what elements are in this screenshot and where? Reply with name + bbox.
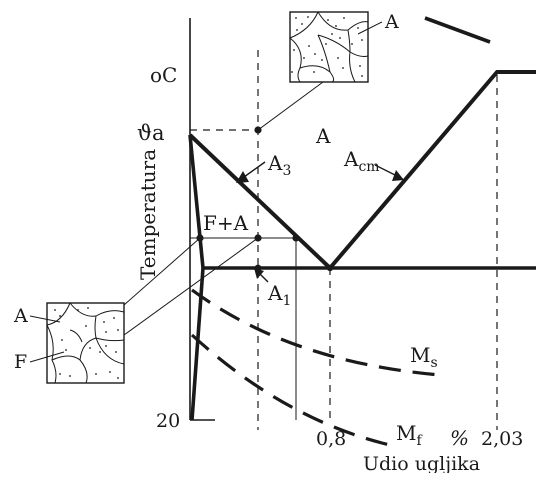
a3-subscript: 3 [282,163,291,179]
acm-arrow [374,164,396,176]
dot-fa-right [292,234,300,242]
ms-subscript: s [430,355,437,371]
a1-label-text: A [267,281,283,305]
ms-label-text: M [410,343,430,367]
bottom-leader-2 [123,237,259,336]
axes [189,18,215,421]
acm-label-text: A [343,147,359,171]
mf-label-text: M [396,421,416,445]
micrograph-top-label: A [384,11,399,33]
y-axis-unit: oC [150,63,177,87]
region-f-plus-a-label: F+A [203,211,249,235]
a3-arrow-head [236,171,249,183]
micrograph-top-stipple [291,16,363,77]
y-axis-high-tick: ϑa [137,121,165,145]
top-leader [257,81,324,131]
x-tick-2-03: 2,03 [481,428,523,450]
acm-line [328,70,536,270]
acm-label: Acm [343,147,380,175]
ms-label: Ms [410,343,438,371]
ferrite-boundary-line [188,134,205,421]
ms-curve [191,288,441,377]
micrograph-labels: A A F [13,11,399,373]
acm-subscript: cm [358,159,379,175]
mf-subscript: f [416,433,423,449]
x-tick-0-8: 0,8 [316,428,346,450]
mf-curve [190,333,391,447]
a1-arrow-head [254,268,264,279]
a3-label-text: A [267,151,283,175]
diagram-labels: A F+A A3 Acm A1 Ms Mf [203,124,438,449]
dot-eutectoid [326,264,334,272]
axis-texts: oC ϑa 20 Temperatura 0,8 % 2,03 Udio ugl… [136,63,523,475]
a1-label: A1 [267,281,291,309]
micrograph-bottom-label-f: F [14,351,27,373]
bottom-leader-1 [123,237,201,306]
arrows [236,161,404,283]
a3-label: A3 [267,151,291,179]
x-axis-unit: % [450,426,469,450]
micrograph-bottom-label-f-leader [29,351,65,363]
micrograph-bottom-label-a-leader [29,315,61,323]
dashed-lines [190,50,498,430]
acm-arrow-head [392,170,404,181]
micrograph-bottom [46,302,125,384]
martensite-curves [190,288,441,447]
y-axis-low-tick: 20 [156,410,180,432]
leader-lines [123,81,324,336]
a1-subscript: 1 [282,293,291,309]
a3-line [188,133,332,270]
micrograph-top [289,11,369,83]
x-axis-label: Udio ugljika [363,453,480,473]
a1-arrow [259,273,269,283]
micrograph-bottom-stipple [54,307,119,379]
y-axis-label: Temperatura [136,149,160,280]
upper-right-line [424,16,491,44]
micrograph-bottom-label-a: A [13,305,28,327]
helper-lines [190,237,297,420]
micrograph-top-grains [289,11,369,83]
a3-arrow [243,161,266,178]
micrograph-top-frame [289,11,369,83]
micrograph-top-label-leader [357,21,383,35]
region-austenite-label: A [315,124,331,148]
mf-label: Mf [396,421,423,449]
